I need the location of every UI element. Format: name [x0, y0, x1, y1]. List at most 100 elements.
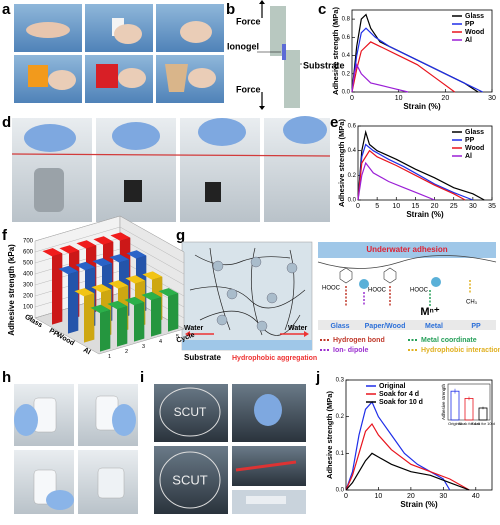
- z-tick-label: 300: [23, 283, 34, 289]
- photos-a: [14, 4, 224, 103]
- panel-label: i: [140, 369, 144, 386]
- bar-top: [109, 254, 130, 263]
- x-axis-label: Strain (%): [406, 210, 444, 219]
- x-tick-label: 0: [356, 203, 360, 210]
- diagram-b: Force Ionogel Substrate Force: [227, 0, 345, 110]
- z-tick-label: 0: [30, 316, 34, 322]
- photos-i: SCUT SCUT: [154, 384, 306, 514]
- label: Glass: [330, 323, 349, 330]
- grid-line: [34, 226, 185, 264]
- legend-label: Original: [379, 383, 406, 390]
- photos-d: [11, 116, 331, 222]
- bar-top: [158, 288, 179, 297]
- legend-label: PP: [465, 137, 475, 144]
- y-axis-label: Adhesive strength (MPa): [331, 7, 340, 95]
- legend-label: Wood: [465, 145, 484, 152]
- curve: [357, 129, 485, 201]
- legend-label: Soak for 4 d: [379, 391, 419, 398]
- z-tick-label: 100: [23, 305, 34, 311]
- panel-label: e: [330, 114, 338, 131]
- bar-top: [110, 232, 131, 241]
- diagram-g: Water Water Substrate Hydrophobic aggreg…: [181, 241, 500, 362]
- curve: [345, 422, 470, 491]
- x-tick-label: 25: [450, 203, 458, 210]
- x-tick-label: 0: [350, 95, 354, 102]
- label: HOOC: [368, 288, 387, 294]
- x-tick-label: 30: [488, 95, 496, 102]
- label: Mⁿ⁺: [420, 306, 440, 318]
- legend-label: Al: [465, 153, 472, 160]
- inset-y-label: Adhesive strength: [441, 383, 446, 420]
- x-tick-label: 20: [431, 203, 439, 210]
- bar: [52, 253, 63, 325]
- z-tick-label: 200: [23, 294, 34, 300]
- bar-top: [90, 304, 111, 314]
- y-axis-label: Adhesive strength (MPa): [325, 391, 334, 479]
- bar-top: [141, 291, 162, 301]
- panel-label: h: [2, 369, 11, 386]
- x-tick-label: 15: [412, 203, 420, 210]
- y-tick-label: 0.0: [348, 198, 357, 204]
- plot-frame: [345, 379, 493, 491]
- legend-label: Glass: [465, 129, 484, 136]
- label: HOOC: [322, 286, 341, 292]
- x-tick-label: 20: [407, 493, 415, 500]
- photo-text: SCUT: [172, 472, 207, 487]
- bar-top: [59, 245, 80, 254]
- y-tick-label: 0.2: [342, 71, 351, 77]
- plot-frame: [357, 125, 493, 201]
- bar-top: [108, 280, 129, 289]
- x-tick-label: 30: [439, 493, 447, 500]
- label: Substrate: [303, 60, 345, 70]
- panel-label: d: [2, 114, 11, 131]
- bar-top: [124, 296, 145, 306]
- y-tick-label: 0.4: [348, 148, 357, 154]
- y-tick-label: 0.2: [348, 173, 357, 179]
- label: Paper/Wood: [365, 323, 406, 330]
- inset-category: Soak for 10 d: [471, 421, 495, 426]
- curve: [357, 143, 474, 201]
- y-tick-label: 0.0: [342, 90, 351, 96]
- bar-top: [107, 300, 128, 310]
- label: Water: [288, 325, 307, 332]
- label: Force: [236, 84, 261, 94]
- legend-label: Al: [465, 37, 472, 44]
- panel-label: a: [2, 1, 11, 18]
- bar-top: [42, 248, 63, 257]
- x-axis-label: Strain (%): [400, 500, 438, 509]
- cycle-label: 2: [125, 349, 128, 355]
- x-axis-label: Strain (%): [403, 102, 441, 111]
- bar-top: [74, 288, 95, 297]
- label: CH₃: [466, 300, 478, 306]
- label: Ionogel: [227, 41, 259, 51]
- label: Force: [236, 16, 261, 26]
- y-tick-label: 0.1: [336, 451, 345, 457]
- bar-top: [76, 240, 97, 249]
- label: Metal: [425, 323, 443, 330]
- y-tick-label: 0.6: [342, 35, 351, 41]
- cycle-label: 5: [176, 334, 179, 340]
- legend-label: Hydrogen bond: [333, 337, 385, 344]
- inset-category: Original: [448, 421, 462, 426]
- z-axis-label: Adhesive strength (kPa): [7, 244, 16, 336]
- curve: [351, 27, 483, 93]
- bar-top: [58, 265, 79, 275]
- x-tick-label: 40: [472, 493, 480, 500]
- legend-label: Soak for 10 d: [379, 399, 423, 406]
- bar-top: [125, 275, 146, 284]
- bar: [134, 302, 145, 342]
- inset-category: Soak for 4 d: [458, 421, 480, 426]
- bar-top: [142, 271, 163, 280]
- cycle-label: 1: [108, 354, 111, 360]
- y-tick-label: 0.4: [342, 53, 351, 59]
- bar: [168, 293, 179, 332]
- bar: [117, 306, 128, 347]
- cycle-label: 4: [159, 339, 162, 345]
- y-tick-label: 0.0: [336, 488, 345, 494]
- y-tick-label: 0.6: [348, 124, 357, 130]
- x-tick-label: 5: [375, 203, 379, 210]
- x-tick-label: 30: [469, 203, 477, 210]
- panel-label: f: [2, 227, 8, 244]
- bar-top: [126, 250, 147, 259]
